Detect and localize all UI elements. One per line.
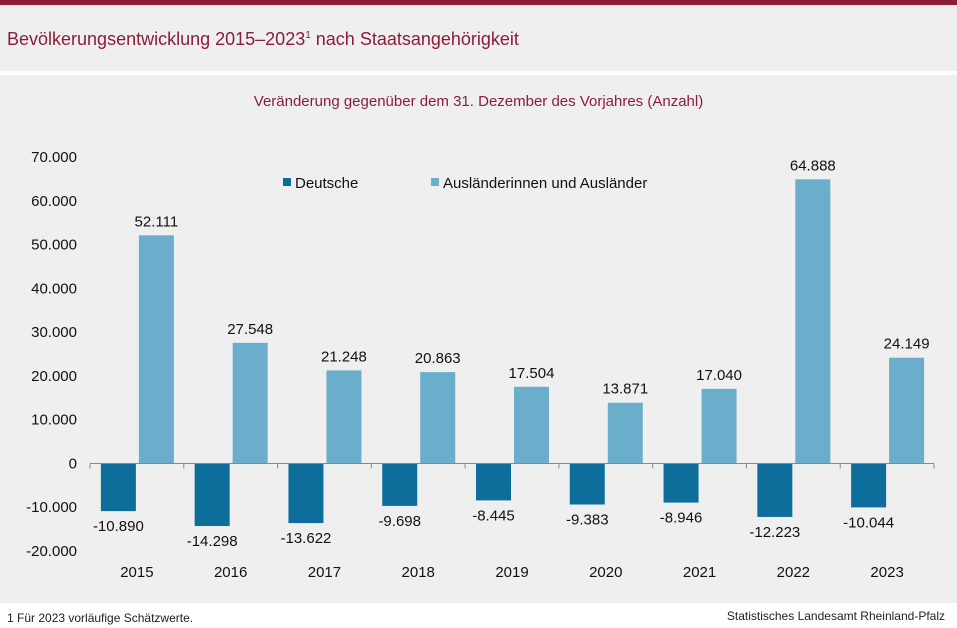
bar-deutsche xyxy=(194,463,230,527)
x-tick-label: 2016 xyxy=(214,564,247,581)
y-tick-label: -20.000 xyxy=(26,543,77,560)
separator xyxy=(0,71,957,75)
x-tick-label: 2022 xyxy=(777,564,810,581)
data-label: 52.111 xyxy=(135,213,179,230)
data-label: -9.698 xyxy=(378,513,421,530)
page-title: Bevölkerungsentwicklung 2015–20231 nach … xyxy=(7,29,519,49)
data-label: -10.044 xyxy=(843,514,894,531)
data-label: 17.504 xyxy=(509,365,555,382)
footnote: 1 Für 2023 vorläufige Schätzwerte. xyxy=(7,611,194,625)
data-label: 13.871 xyxy=(602,381,648,398)
legend-label: Deutsche xyxy=(295,175,358,192)
x-tick-label: 2015 xyxy=(120,564,153,581)
bar-deutsche xyxy=(288,463,324,524)
bar-auslaender xyxy=(326,370,362,464)
header-band xyxy=(0,5,957,71)
bar-auslaender xyxy=(232,342,268,464)
data-label: 21.248 xyxy=(321,348,367,365)
y-tick-label: 20.000 xyxy=(31,368,77,385)
bar-auslaender xyxy=(701,388,737,464)
bar-deutsche xyxy=(476,463,511,501)
data-label: 24.149 xyxy=(884,336,930,353)
y-tick-label: 50.000 xyxy=(31,237,77,254)
data-label: -14.298 xyxy=(187,533,238,550)
bar-deutsche xyxy=(851,463,887,508)
bar-deutsche xyxy=(663,463,699,503)
bar-deutsche xyxy=(382,463,418,506)
data-label: 27.548 xyxy=(227,321,273,338)
x-tick-label: 2018 xyxy=(402,564,435,581)
y-tick-label: 30.000 xyxy=(31,324,77,341)
y-tick-label: 0 xyxy=(69,455,77,472)
data-label: -13.622 xyxy=(281,530,332,547)
data-label: 17.040 xyxy=(696,367,742,384)
data-label: -10.890 xyxy=(93,518,144,535)
x-tick-label: 2020 xyxy=(589,564,622,581)
bar-auslaender xyxy=(795,179,831,464)
top-accent-bar xyxy=(0,0,957,5)
data-label: -9.383 xyxy=(566,512,609,529)
data-label: 64.888 xyxy=(790,157,836,174)
legend-swatch-auslaender xyxy=(431,178,439,186)
bar-auslaender xyxy=(889,357,925,464)
y-tick-label: 40.000 xyxy=(31,280,77,297)
x-tick-label: 2023 xyxy=(870,564,903,581)
source-note: Statistisches Landesamt Rheinland-Pfalz xyxy=(726,609,945,623)
bar-auslaender xyxy=(138,235,174,464)
bar-deutsche xyxy=(757,463,793,517)
bar-deutsche xyxy=(569,463,605,505)
y-tick-label: 10.000 xyxy=(31,412,77,429)
y-tick-label: 70.000 xyxy=(31,149,77,166)
x-tick-label: 2021 xyxy=(683,564,716,581)
bar-auslaender xyxy=(607,402,643,464)
chart-subtitle: Veränderung gegenüber dem 31. Dezember d… xyxy=(253,93,704,110)
bar-auslaender xyxy=(514,386,549,464)
x-tick-label: 2017 xyxy=(308,564,341,581)
legend-label: Ausländerinnen und Ausländer xyxy=(443,175,647,192)
y-tick-label: 60.000 xyxy=(31,193,77,210)
data-label: -8.445 xyxy=(472,507,515,524)
bar-deutsche xyxy=(100,463,136,512)
data-label: -8.946 xyxy=(660,510,703,527)
legend-swatch-deutsche xyxy=(283,178,291,186)
data-label: -12.223 xyxy=(749,524,800,541)
x-tick-label: 2019 xyxy=(495,564,528,581)
bar-auslaender xyxy=(420,372,456,464)
y-tick-label: -10.000 xyxy=(26,499,77,516)
data-label: 20.863 xyxy=(415,350,461,367)
